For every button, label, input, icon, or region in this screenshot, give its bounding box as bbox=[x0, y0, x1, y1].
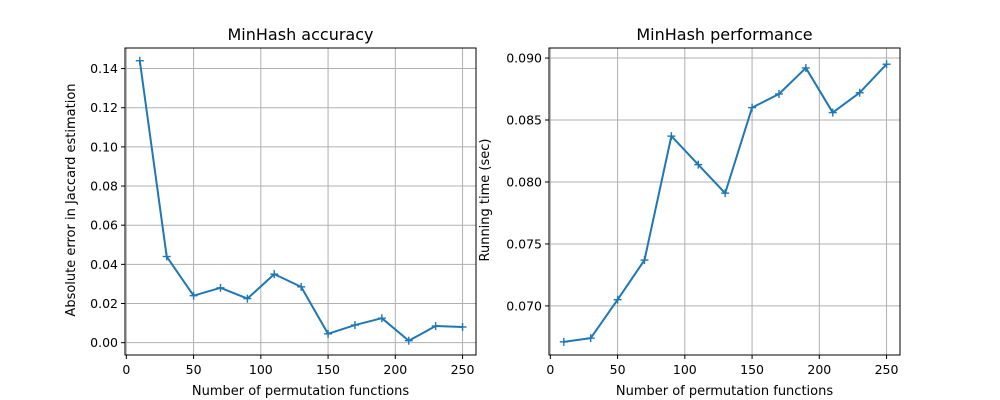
performance-y-tick-label: 0.090 bbox=[506, 51, 542, 66]
performance-data-point bbox=[640, 256, 649, 265]
performance-data-point bbox=[774, 89, 783, 98]
accuracy-x-ticks: 0 50 100 150 200 250 bbox=[122, 355, 475, 377]
accuracy-y-tick-label: 0.06 bbox=[90, 218, 118, 233]
performance-x-tick-label: 50 bbox=[610, 362, 626, 377]
accuracy-data-point bbox=[216, 283, 225, 292]
performance-data-point bbox=[694, 160, 703, 169]
accuracy-data-point bbox=[270, 270, 279, 279]
accuracy-y-tick-label: 0.04 bbox=[90, 257, 118, 272]
performance-y-tick-label: 0.080 bbox=[506, 174, 542, 189]
performance-x-tick-label: 250 bbox=[875, 362, 899, 377]
performance-plot-frame bbox=[548, 47, 901, 356]
accuracy-y-tick-label: 0.02 bbox=[90, 296, 118, 311]
performance-data-point bbox=[559, 337, 568, 346]
accuracy-data-point bbox=[404, 336, 413, 345]
accuracy-series bbox=[135, 56, 467, 345]
performance-x-tick-label: 100 bbox=[673, 362, 697, 377]
accuracy-data-point bbox=[324, 329, 333, 338]
accuracy-data-point bbox=[162, 252, 171, 261]
accuracy-x-tick-label: 200 bbox=[383, 362, 407, 377]
performance-x-tick-label: 150 bbox=[740, 362, 764, 377]
accuracy-x-tick-label: 250 bbox=[451, 362, 475, 377]
accuracy-plot-frame bbox=[124, 47, 477, 356]
performance-data-point bbox=[801, 63, 810, 72]
performance-data-point bbox=[882, 60, 891, 69]
accuracy-data-point bbox=[243, 294, 252, 303]
performance-y-tick-label: 0.075 bbox=[506, 236, 542, 251]
performance-x-tick-label: 200 bbox=[807, 362, 831, 377]
performance-x-tick-label: 0 bbox=[546, 362, 554, 377]
accuracy-grid bbox=[125, 48, 476, 355]
accuracy-x-tick-label: 0 bbox=[122, 362, 130, 377]
accuracy-y-ticks: 0.00 0.02 0.04 0.06 0.08 0.10 0.12 0.14 bbox=[90, 61, 125, 350]
performance-series bbox=[559, 60, 891, 346]
performance-data-point bbox=[586, 334, 595, 343]
performance-y-tick-label: 0.085 bbox=[506, 113, 542, 128]
performance-grid bbox=[549, 48, 900, 355]
performance-data-point bbox=[721, 189, 730, 198]
performance-x-ticks: 0 50 100 150 200 250 bbox=[546, 355, 899, 377]
accuracy-y-tick-label: 0.12 bbox=[90, 100, 118, 115]
performance-x-axis-label: Number of permutation functions bbox=[616, 384, 833, 399]
accuracy-y-tick-label: 0.08 bbox=[90, 179, 118, 194]
accuracy-x-tick-label: 50 bbox=[186, 362, 202, 377]
accuracy-x-tick-label: 100 bbox=[249, 362, 273, 377]
accuracy-y-axis-label: Absolute error in Jaccard estimation bbox=[64, 83, 79, 316]
accuracy-data-point bbox=[431, 322, 440, 331]
accuracy-data-point bbox=[350, 321, 359, 330]
accuracy-y-tick-label: 0.10 bbox=[90, 139, 118, 154]
accuracy-data-point bbox=[189, 291, 198, 300]
accuracy-chart: 0 50 100 150 200 250 0.00 0.02 0.04 0.06 0.08 0.10… bbox=[64, 25, 477, 399]
performance-y-axis-label: Running time (sec) bbox=[478, 139, 493, 262]
performance-data-point bbox=[748, 103, 757, 112]
performance-chart: 0 50 100 150 200 250 0.070 0.075 0.080 0.085 0.09… bbox=[478, 25, 901, 399]
accuracy-data-point bbox=[458, 323, 467, 332]
performance-data-point bbox=[667, 132, 676, 141]
accuracy-data-point bbox=[135, 56, 144, 65]
accuracy-x-axis-label: Number of permutation functions bbox=[192, 384, 409, 399]
performance-y-tick-label: 0.070 bbox=[506, 298, 542, 313]
accuracy-x-tick-label: 150 bbox=[316, 362, 340, 377]
performance-data-point bbox=[828, 108, 837, 117]
accuracy-y-tick-label: 0.00 bbox=[90, 335, 118, 350]
performance-data-point bbox=[855, 88, 864, 97]
accuracy-y-tick-label: 0.14 bbox=[90, 61, 118, 76]
accuracy-title: MinHash accuracy bbox=[228, 25, 374, 44]
accuracy-data-point bbox=[377, 314, 386, 323]
performance-data-point bbox=[613, 295, 622, 304]
performance-y-ticks: 0.070 0.075 0.080 0.085 0.090 bbox=[506, 51, 549, 313]
performance-title: MinHash performance bbox=[636, 25, 812, 44]
accuracy-data-point bbox=[297, 282, 306, 291]
